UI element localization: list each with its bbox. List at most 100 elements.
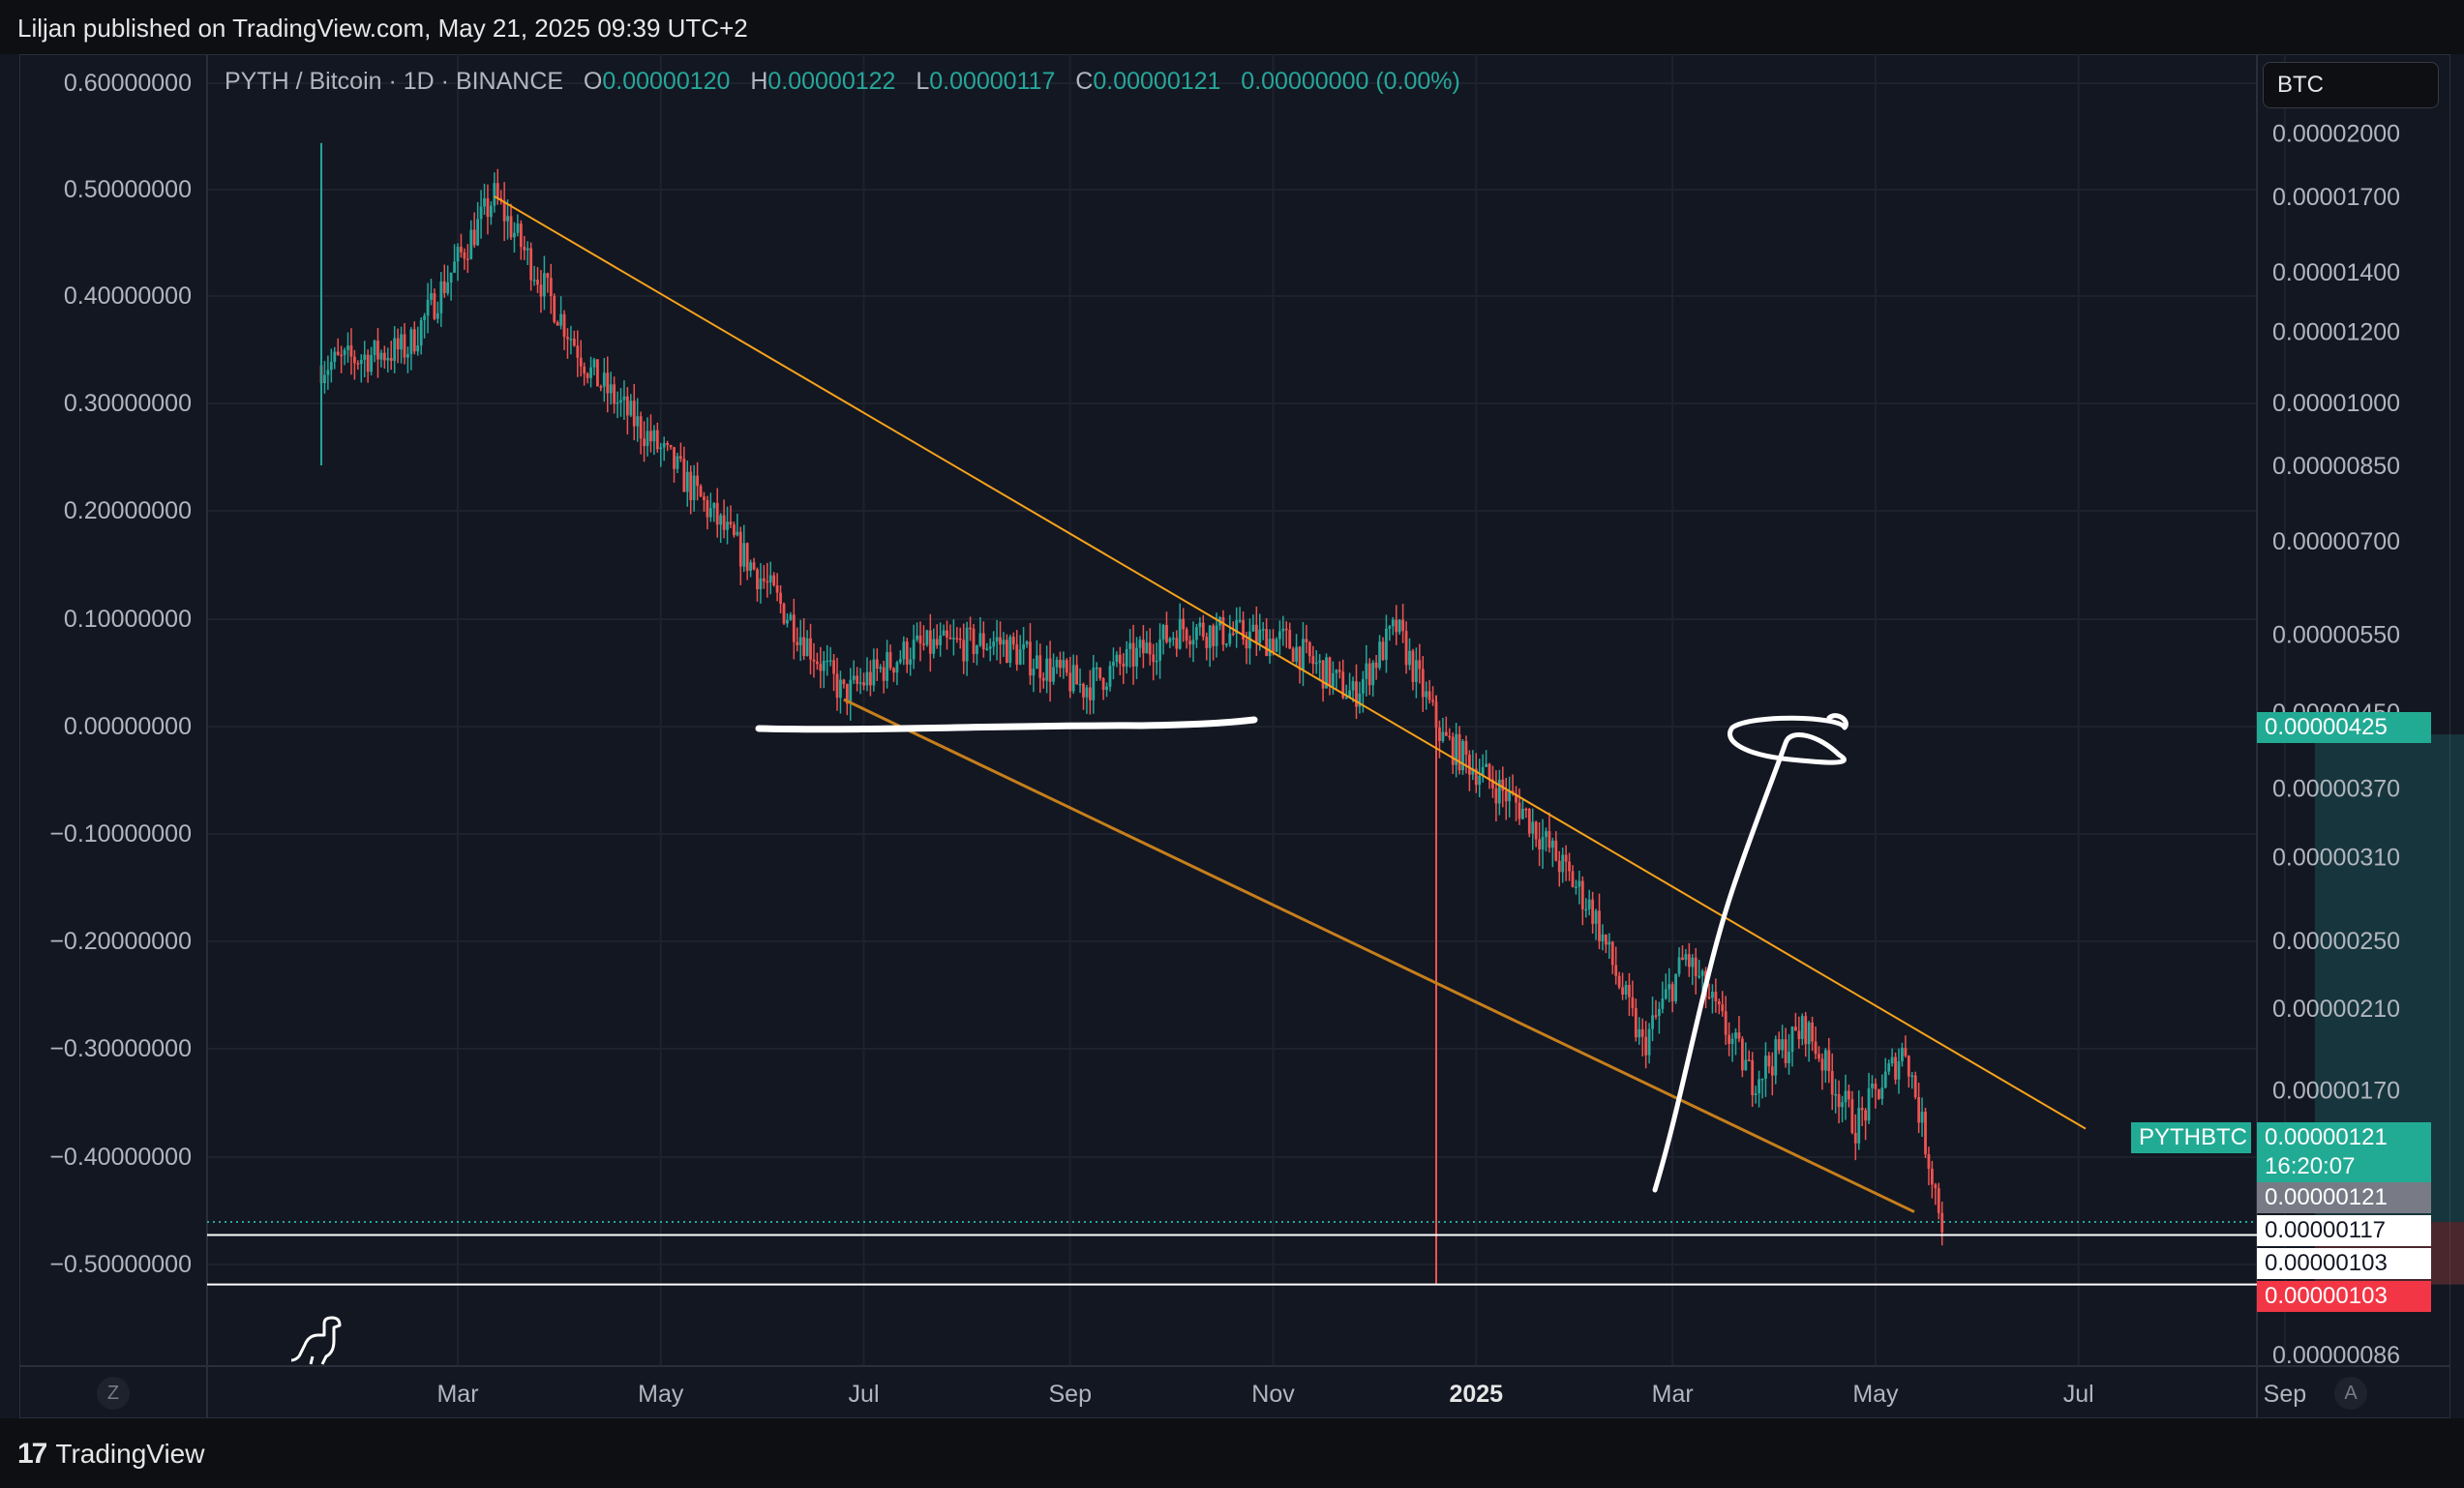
candle-body (1321, 660, 1325, 689)
x-tick-label: 2025 (1449, 1381, 1503, 1408)
candle-body (1504, 790, 1508, 802)
candle-body (583, 366, 586, 374)
candle-body (346, 345, 349, 350)
candle-body (1545, 831, 1548, 838)
candle-body (862, 682, 865, 686)
legend-close: 0.00000121 (1093, 68, 1221, 95)
candle-body (1165, 624, 1168, 642)
candle-body (516, 223, 520, 233)
tradingview-brand: TradingView (55, 1439, 205, 1469)
candle-body (609, 384, 613, 394)
candle-body (596, 359, 599, 387)
candle-body (729, 521, 733, 525)
auto-scale-button[interactable]: A (2334, 1377, 2367, 1410)
right-y-tick-label: 0.00001700 (2272, 184, 2400, 211)
chart-frame[interactable] (19, 54, 2450, 1418)
candle-body (916, 635, 918, 640)
candle-body (958, 639, 962, 640)
candle-body (1807, 1022, 1811, 1045)
candle-body (1904, 1048, 1908, 1056)
left-y-tick-label: 0.00000000 (64, 713, 192, 740)
candle-body (456, 247, 460, 262)
left-y-tick-label: 0.40000000 (64, 283, 192, 310)
candle-body (1148, 642, 1152, 655)
candle-body (1185, 629, 1188, 641)
candle-body (1587, 899, 1591, 909)
candle-body (1228, 633, 1232, 644)
drawings (207, 195, 2257, 1286)
candle-body (1684, 954, 1688, 961)
candle-body (1224, 643, 1228, 645)
candle-body (939, 635, 943, 645)
candle-body (856, 675, 859, 684)
candle-body (699, 486, 703, 497)
currency-button[interactable]: BTC (2263, 62, 2439, 108)
tradingview-logo[interactable]: 17 TradingView (17, 1438, 204, 1471)
candle-body (1305, 639, 1308, 642)
candle-body (1365, 663, 1368, 679)
left-axis-button[interactable]: Z (97, 1377, 130, 1410)
candle-body (449, 272, 453, 283)
candle-body (928, 630, 932, 654)
candle-body (1575, 886, 1578, 888)
candle-body (646, 431, 649, 446)
candle-body (805, 638, 809, 656)
candle-body (493, 183, 496, 206)
candle-body (1564, 854, 1568, 862)
candle-body (1557, 860, 1561, 873)
candle-body (1245, 640, 1248, 649)
candle-body (1670, 984, 1674, 1001)
candle-body (400, 334, 403, 350)
candle-body (396, 338, 400, 350)
candle-body (1092, 668, 1096, 700)
candle-body (1531, 821, 1535, 834)
last-price-tag: 0.00000121 (2257, 1122, 2431, 1153)
candle-body (529, 248, 533, 281)
candle-body (1168, 638, 1172, 642)
candle-body (1388, 626, 1392, 629)
candle-body (1617, 975, 1621, 988)
candle-body (1464, 740, 1468, 756)
candle-body (592, 359, 596, 368)
candle-body (1261, 629, 1265, 631)
candle-body (898, 659, 902, 663)
candle-body (546, 273, 550, 279)
candle-body (572, 339, 576, 346)
candle-body (333, 351, 337, 362)
candle-body (1451, 736, 1455, 765)
candle-body (666, 443, 670, 445)
candle-body (1125, 648, 1128, 667)
candle-body (329, 361, 333, 371)
candle-body (1431, 699, 1434, 702)
candle-body (798, 637, 802, 645)
candle-body (622, 396, 626, 401)
candle-body (1138, 640, 1142, 648)
candle-body (948, 637, 952, 640)
candle-body (416, 345, 420, 352)
candle-body (742, 543, 746, 567)
candle-body (812, 659, 816, 662)
candle-body (536, 280, 539, 285)
candle-body (1258, 629, 1262, 643)
legend-close-label: C (1075, 68, 1094, 95)
legend-high-label: H (750, 68, 768, 95)
candle-body (1029, 641, 1032, 676)
candle-body (1145, 642, 1149, 654)
candle-body (636, 416, 640, 427)
candle-body (1864, 1110, 1868, 1121)
candle-body (1025, 641, 1029, 644)
candle-body (1115, 654, 1119, 662)
candle-body (1534, 821, 1538, 840)
candle-body (809, 638, 812, 660)
legend-symbol: PYTH / Bitcoin · 1D · BINANCE (225, 68, 564, 95)
candle-body (679, 456, 682, 460)
candle-body (999, 637, 1002, 645)
candle-body (708, 508, 712, 518)
candle-body (1098, 667, 1102, 679)
candle-body (745, 543, 749, 571)
candle-body (1744, 1059, 1748, 1071)
candle-body (1568, 861, 1571, 872)
candle-body (1621, 987, 1624, 995)
candle-body (479, 206, 483, 220)
